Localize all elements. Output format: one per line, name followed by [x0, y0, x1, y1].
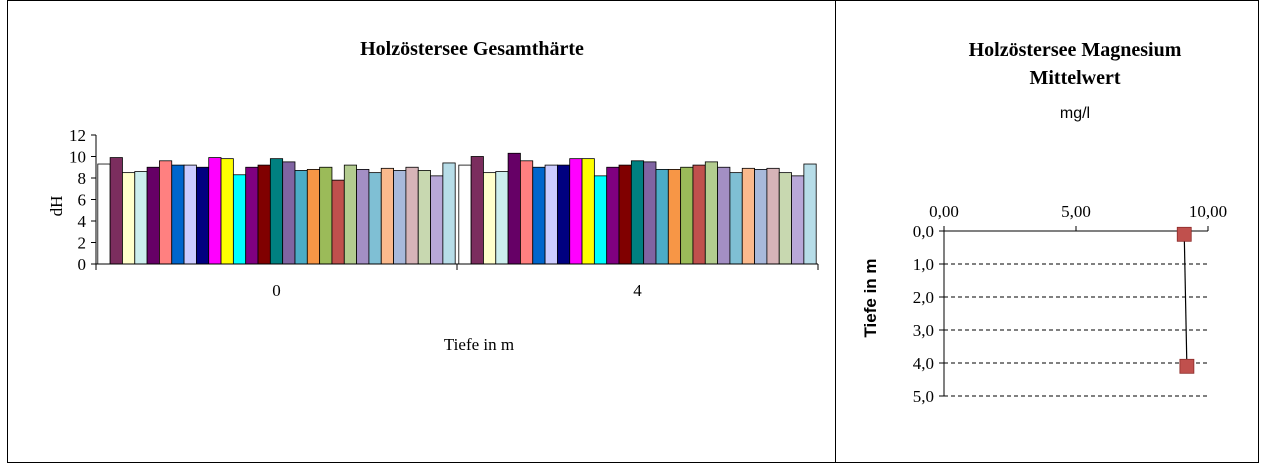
bar-mark	[520, 160, 534, 265]
hardness-chart-panel: Holzöstersee Gesamthärte Tiefe in m dH 0…	[7, 0, 836, 463]
bar-mark	[754, 168, 768, 265]
bar-mark	[368, 172, 382, 265]
mg-chart-title-line2: Mittelwert	[1029, 67, 1120, 89]
bar-mark	[495, 171, 509, 265]
mg-x-tick-label: 0,00	[929, 202, 959, 221]
mg-y-tick-label: 3,0	[913, 321, 934, 340]
bar-y-tick-label: 10	[69, 148, 86, 167]
bar-mark	[643, 161, 657, 265]
bar-mark	[483, 172, 497, 265]
bar-mark	[618, 164, 632, 265]
bar-mark	[470, 156, 484, 265]
bar-mark	[692, 164, 706, 265]
bar-mark	[704, 161, 719, 265]
bar-mark	[667, 168, 682, 265]
bar-y-tick-label: 0	[78, 255, 87, 274]
bar-category-label: 4	[633, 281, 642, 300]
bar-mark	[393, 170, 407, 265]
bar-y-tick-label: 8	[78, 169, 87, 188]
bar-mark	[195, 166, 210, 265]
bar-y-ticks: 0 2 4 6 8 10 12	[69, 126, 96, 274]
bar-mark	[581, 158, 595, 265]
mg-y-tick-label: 4,0	[913, 354, 934, 373]
bar-mark	[791, 175, 805, 265]
bar-mark	[680, 166, 694, 265]
bar-mark	[245, 166, 259, 265]
bar-mark	[356, 168, 370, 265]
bar-y-tick-label: 4	[78, 212, 87, 231]
bar-chart-title: Holzöstersee Gesamthärte	[360, 38, 584, 60]
bar-mark	[630, 160, 645, 265]
bar-mark	[146, 166, 160, 265]
mg-point-marker	[1179, 358, 1195, 374]
bar-mark	[109, 157, 123, 265]
bar-y-tick-label: 2	[78, 234, 87, 253]
bar-mark	[208, 157, 222, 265]
bar-mark	[122, 172, 136, 265]
mg-y-tick-label: 0,0	[913, 222, 934, 241]
bar-mark	[306, 168, 321, 265]
bar-y-tick-label: 6	[78, 191, 87, 210]
mg-series-line	[1183, 234, 1188, 367]
bar-mark	[655, 168, 669, 265]
bar-mark	[159, 160, 173, 265]
hardness-bar-chart: Holzöstersee Gesamthärte Tiefe in m dH 0…	[47, 38, 819, 354]
bar-mark	[442, 162, 456, 265]
bar-mark	[269, 158, 284, 265]
bar-mark	[319, 166, 333, 265]
bar-category-label: 0	[272, 281, 281, 300]
bar-mark	[557, 164, 571, 265]
bar-mark	[97, 163, 111, 265]
bar-x-axis-label: Tiefe in m	[444, 335, 514, 354]
bar-mark	[171, 164, 185, 265]
bar-mark	[606, 166, 620, 265]
bar-mark	[380, 167, 394, 265]
bar-mark	[741, 167, 755, 265]
bar-mark	[803, 163, 817, 265]
bar-mark	[430, 175, 444, 265]
bar-mark	[766, 167, 780, 265]
bar-mark	[331, 179, 345, 265]
bar-y-axis-label: dH	[47, 196, 66, 217]
mg-tick-labels: 0,0 1,0 2,0 3,0 4,0 5,0 0,00 5,00 10,00	[913, 202, 1227, 406]
bar-mark	[569, 158, 583, 265]
bar-mark	[183, 164, 197, 265]
bar-mark	[778, 172, 792, 265]
bar-mark	[532, 166, 546, 265]
bar-mark	[405, 166, 419, 265]
mg-point-marker	[1176, 226, 1192, 242]
bar-mark	[257, 164, 271, 265]
magnesium-line-chart: Holzöstersee Magnesium Mittelwert mg/l T…	[861, 39, 1227, 406]
bar-mark	[507, 152, 521, 265]
bar-mark	[232, 174, 247, 265]
mg-chart-unit: mg/l	[1060, 105, 1090, 122]
mg-x-tick-label: 5,00	[1061, 202, 1091, 221]
magnesium-chart-panel: Holzöstersee Magnesium Mittelwert mg/l T…	[835, 0, 1259, 463]
bar-mark	[458, 164, 472, 265]
bar-mark	[343, 164, 357, 265]
mg-gridlines	[939, 226, 1209, 397]
bar-mark	[593, 175, 608, 265]
mg-y-tick-label: 2,0	[913, 288, 934, 307]
bar-y-tick-label: 12	[69, 126, 86, 145]
bar-mark	[134, 171, 148, 265]
bar-mark	[417, 170, 431, 265]
mg-y-axis-label: Tiefe in m	[861, 258, 880, 337]
mg-axes	[943, 230, 1208, 396]
mg-x-tick-label: 10,00	[1189, 202, 1227, 221]
mg-y-tick-label: 5,0	[913, 387, 934, 406]
mg-chart-title: Holzöstersee Magnesium	[969, 39, 1182, 61]
bar-mark	[544, 164, 558, 265]
bar-mark	[220, 158, 234, 265]
bar-mark	[729, 172, 743, 265]
bar-series-marks	[97, 152, 817, 265]
mg-series-marks	[1176, 226, 1195, 374]
bar-mark	[294, 170, 308, 265]
mg-y-tick-label: 1,0	[913, 255, 934, 274]
bar-mark	[717, 166, 731, 265]
bar-mark	[282, 161, 296, 265]
